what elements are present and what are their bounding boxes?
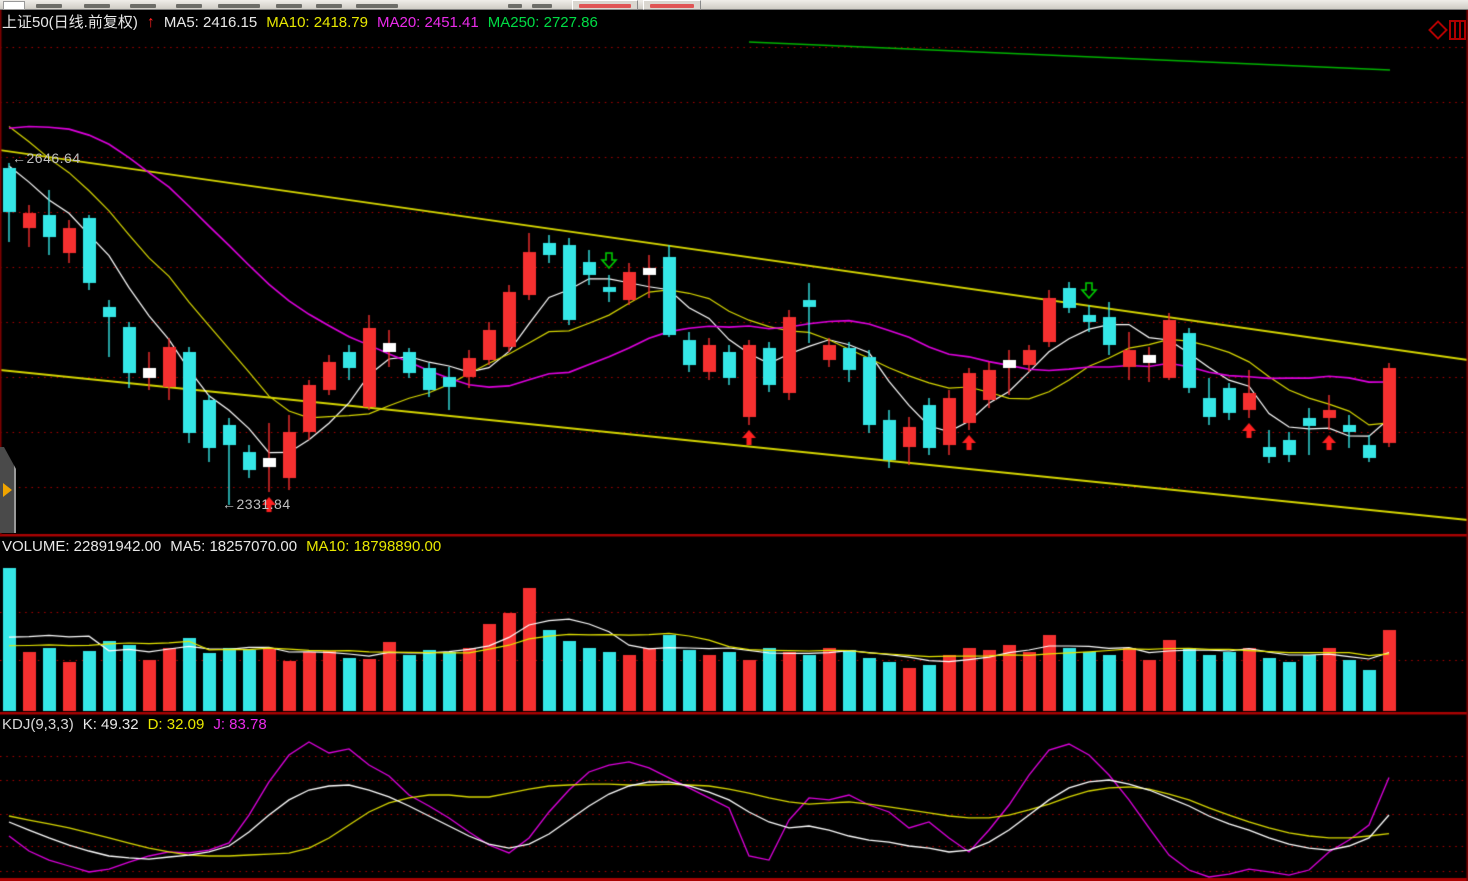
menu-item-stub[interactable] [218,4,260,8]
menu-item-stub[interactable] [508,4,522,8]
menu-bar[interactable] [0,0,1468,10]
ma20-label: MA20: 2451.41 [377,14,479,31]
instrument-title: 上证50(日线.前复权) [2,14,138,31]
split-window-icon[interactable] [1449,20,1466,40]
menu-item-stub[interactable] [84,4,110,8]
high-price-annotation: ←2646.64 [12,150,81,166]
volume-ma5-label: MA5: 18257070.00 [170,538,298,555]
volume-panel-header: VOLUME: 22891942.00 MA5: 18257070.00 MA1… [2,538,441,555]
menu-item-stub[interactable] [130,4,156,8]
trend-up-arrow-icon: ↑ [146,14,155,31]
ma10-label: MA10: 2418.79 [266,14,368,31]
menu-item-stub[interactable] [356,4,398,8]
volume-value-label: VOLUME: 22891942.00 [2,538,162,555]
kdj-k-label: K: 49.32 [82,716,139,733]
ma5-label: MA5: 2416.15 [163,14,258,31]
ma250-label: MA250: 2727.86 [487,14,598,31]
kdj-d-label: D: 32.09 [147,716,205,733]
menu-red-button-2[interactable] [643,0,701,10]
menu-item-stub[interactable] [176,4,202,8]
kdj-name-label: KDJ(9,3,3) [2,716,74,733]
sidebar-expand-handle[interactable] [0,447,16,533]
kdj-j-label: J: 83.78 [213,716,267,733]
menu-item-stub[interactable] [36,4,62,8]
low-price-annotation: ←2331.84 [222,496,291,512]
menu-logo-icon [3,1,25,10]
menu-item-stub[interactable] [532,4,552,8]
kdj-panel-header: KDJ(9,3,3) K: 49.32 D: 32.09 J: 83.78 [2,716,267,733]
price-panel-header: 上证50(日线.前复权) ↑ MA5: 2416.15 MA10: 2418.7… [2,11,598,32]
menu-red-button-1[interactable] [572,0,638,10]
volume-ma10-label: MA10: 18798890.00 [306,538,442,555]
menu-item-stub[interactable] [276,4,302,8]
expand-arrow-icon [3,483,12,497]
menu-item-stub[interactable] [316,4,342,8]
